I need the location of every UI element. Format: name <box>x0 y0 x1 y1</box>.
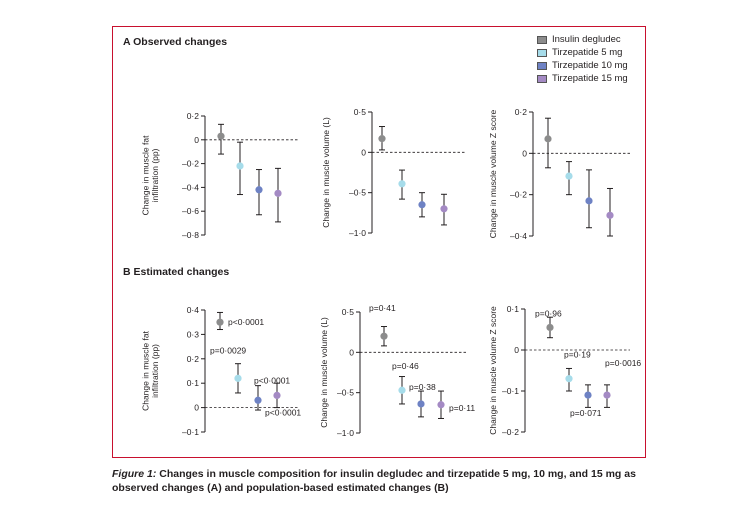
y-tick-label: –0·2 <box>502 427 519 437</box>
plot-4: 0·4 0·3 0·2 0·1 0 –0·1 Change in muscle fatinf… <box>140 305 301 437</box>
legend-swatch-tirzepatide-5mg <box>537 48 547 57</box>
data-point <box>378 135 386 143</box>
data-point <box>398 386 406 394</box>
p-value-label: p=0·0029 <box>210 345 246 355</box>
y-tick-label: 0·1 <box>187 378 200 388</box>
plot-5: 0·5 0 –0·5 –1·0 Change in muscle volume (L) p… <box>319 303 475 438</box>
legend-swatch-insulin-degludec <box>537 35 547 44</box>
caption-label: Figure 1: <box>112 468 157 480</box>
legend-item: Tirzepatide 10 mg <box>537 59 628 72</box>
legend-label: Tirzepatide 5 mg <box>552 47 623 58</box>
data-point <box>417 400 425 408</box>
legend-label: Tirzepatide 15 mg <box>552 73 628 84</box>
plot-2: 0·5 0 –0·5 –1·0 Change in muscle volume (L) <box>321 107 466 238</box>
data-point <box>603 391 611 399</box>
y-tick-label: –0·1 <box>182 427 199 437</box>
data-point <box>217 132 225 140</box>
p-value-label: p<0·0001 <box>254 375 290 385</box>
y-tick-label: –0·2 <box>510 190 527 200</box>
p-value-label: p=0·41 <box>369 303 396 313</box>
y-axis-label: Change in muscle fatinfiltration (pp) <box>140 330 160 410</box>
y-axis-label: Change in muscle volume Z score <box>488 109 498 238</box>
y-axis-label: Change in muscle volume (L) <box>319 317 329 428</box>
y-tick-label: –0·2 <box>182 159 199 169</box>
p-value-label: p<0·0001 <box>265 407 301 417</box>
y-tick-label: –0·6 <box>182 206 199 216</box>
plot-1: 0·2 0 –0·2 –0·4 –0·6 –0·8 Change in muscle fat… <box>140 111 298 240</box>
y-tick-label: 0 <box>514 345 519 355</box>
data-point <box>418 201 426 209</box>
data-point <box>380 332 388 340</box>
p-value-label: p=0·38 <box>409 382 436 392</box>
y-tick-label: 0·2 <box>187 111 200 121</box>
data-point <box>255 186 263 194</box>
y-tick-label: 0 <box>194 403 199 413</box>
legend-label: Insulin degludec <box>552 34 621 45</box>
y-tick-label: 0·3 <box>187 329 200 339</box>
data-point <box>398 180 406 188</box>
y-tick-label: 0 <box>194 135 199 145</box>
y-tick-label: 0 <box>349 347 354 357</box>
p-value-label: p=0·0016 <box>605 358 641 368</box>
figure-caption: Figure 1: Changes in muscle composition … <box>112 467 646 495</box>
p-value-label: p<0·0001 <box>228 317 264 327</box>
y-tick-label: –0·8 <box>182 230 199 240</box>
y-tick-label: 0·1 <box>507 304 520 314</box>
data-point <box>440 205 448 213</box>
data-point <box>585 197 593 205</box>
plot-3: 0·2 0 –0·2 –0·4 Change in muscle volume Z sc… <box>488 107 630 241</box>
y-tick-label: 0·5 <box>354 107 367 117</box>
y-tick-label: –1·0 <box>349 228 366 238</box>
y-tick-label: 0·2 <box>187 354 200 364</box>
figure-frame: A Observed changes B Estimated changes I… <box>112 26 646 458</box>
y-tick-label: 0·4 <box>187 305 200 315</box>
y-tick-label: –0·4 <box>510 231 527 241</box>
p-value-label: p=0·46 <box>392 361 419 371</box>
p-value-label: p=0·96 <box>535 308 562 318</box>
data-point <box>274 189 282 197</box>
y-tick-label: –0·4 <box>182 182 199 192</box>
p-value-label: p=0·071 <box>570 408 602 418</box>
y-tick-label: 0 <box>522 148 527 158</box>
legend-item: Insulin degludec <box>537 33 628 46</box>
p-value-label: p=0·11 <box>449 403 475 413</box>
legend: Insulin degludec Tirzepatide 5 mg Tirzep… <box>537 33 628 85</box>
panel-b-title: B Estimated changes <box>123 266 230 278</box>
data-point <box>544 135 552 143</box>
plot-6: 0·1 0 –0·1 –0·2 Change in muscle volume Z sc… <box>488 304 641 437</box>
data-point <box>584 391 592 399</box>
y-tick-label: –0·1 <box>502 386 519 396</box>
legend-label: Tirzepatide 10 mg <box>552 60 628 71</box>
y-tick-label: –0·5 <box>349 188 366 198</box>
data-point <box>565 172 573 180</box>
y-tick-label: 0 <box>361 147 366 157</box>
p-value-label: p=0·19 <box>564 350 591 360</box>
data-point <box>273 391 281 399</box>
legend-swatch-tirzepatide-15mg <box>537 74 547 83</box>
data-point <box>565 375 573 383</box>
y-tick-label: –1·0 <box>337 428 354 438</box>
data-point <box>437 401 445 409</box>
y-axis-label: Change in muscle fatinfiltration (pp) <box>140 135 160 215</box>
panel-a-title: A Observed changes <box>123 36 228 48</box>
legend-item: Tirzepatide 5 mg <box>537 46 628 59</box>
legend-item: Tirzepatide 15 mg <box>537 72 628 85</box>
data-point <box>216 318 224 326</box>
y-axis-label: Change in muscle volume Z score <box>488 306 498 435</box>
y-tick-label: –0·5 <box>337 388 354 398</box>
y-tick-label: 0·5 <box>342 307 355 317</box>
legend-swatch-tirzepatide-10mg <box>537 61 547 70</box>
data-point <box>234 374 242 382</box>
y-axis-label: Change in muscle volume (L) <box>321 117 331 228</box>
data-point <box>606 211 614 219</box>
data-point <box>254 396 262 404</box>
data-point <box>546 323 554 332</box>
caption-text: Changes in muscle composition for insuli… <box>112 468 636 494</box>
y-tick-label: 0·2 <box>515 107 528 117</box>
data-point <box>236 162 244 170</box>
